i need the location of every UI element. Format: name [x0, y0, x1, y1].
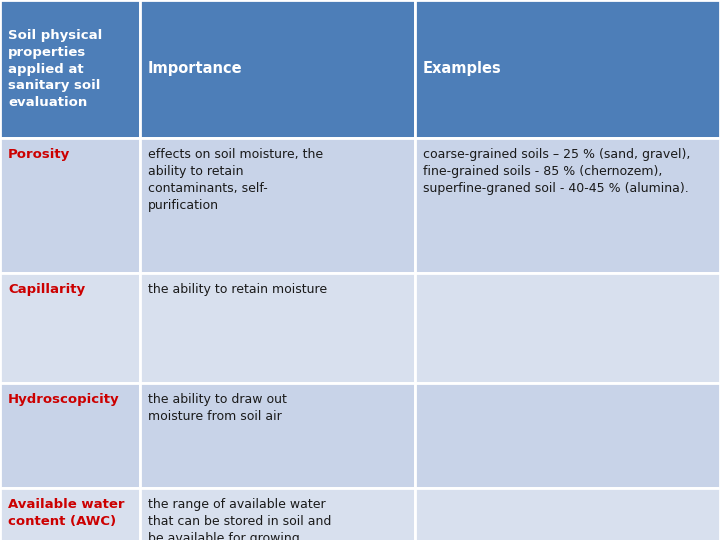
Bar — [0, 0, 140, 138]
Bar — [140, 488, 415, 540]
Text: Porosity: Porosity — [8, 148, 71, 161]
Bar — [415, 273, 720, 383]
Text: the ability to retain moisture: the ability to retain moisture — [148, 283, 327, 296]
Text: the ability to draw out
moisture from soil air: the ability to draw out moisture from so… — [148, 393, 287, 423]
Bar — [140, 0, 415, 138]
Text: effects on soil moisture, the
ability to retain
contaminants, self-
purification: effects on soil moisture, the ability to… — [148, 148, 323, 212]
Bar — [140, 138, 415, 273]
Text: Available water
content (AWC): Available water content (AWC) — [8, 498, 125, 528]
Bar — [0, 273, 140, 383]
Bar — [415, 138, 720, 273]
Text: Examples: Examples — [423, 62, 502, 77]
Bar — [0, 383, 140, 488]
Bar — [0, 488, 140, 540]
Text: Soil physical
properties
applied at
sanitary soil
evaluation: Soil physical properties applied at sani… — [8, 30, 102, 109]
Bar — [140, 383, 415, 488]
Bar — [140, 273, 415, 383]
Bar — [0, 138, 140, 273]
Text: Capillarity: Capillarity — [8, 283, 85, 296]
Text: Importance: Importance — [148, 62, 243, 77]
Bar — [415, 488, 720, 540]
Text: Hydroscopicity: Hydroscopicity — [8, 393, 120, 406]
Text: the range of available water
that can be stored in soil and
be available for gro: the range of available water that can be… — [148, 498, 331, 540]
Text: coarse-grained soils – 25 % (sand, gravel),
fine-grained soils - 85 % (chernozem: coarse-grained soils – 25 % (sand, grave… — [423, 148, 690, 195]
Bar — [415, 383, 720, 488]
Bar — [415, 0, 720, 138]
